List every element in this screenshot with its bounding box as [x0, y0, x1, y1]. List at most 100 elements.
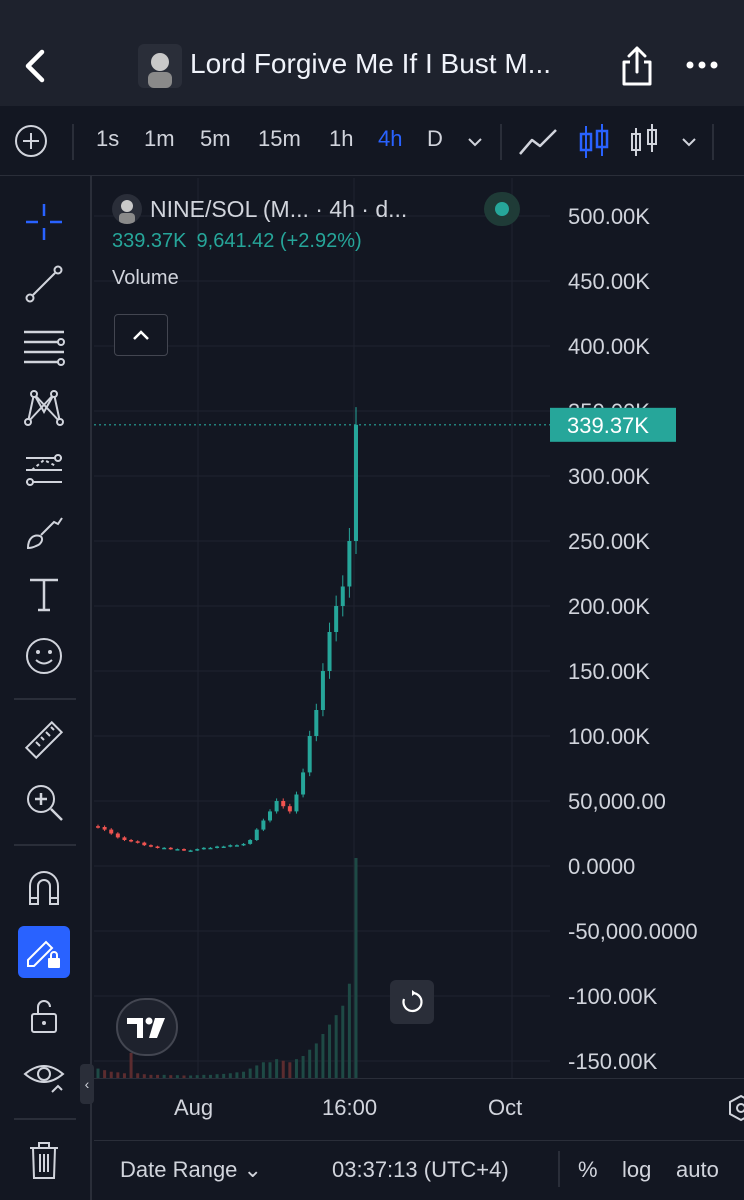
- interval-15m[interactable]: 15m: [258, 126, 301, 151]
- volume-bar: [96, 1068, 100, 1078]
- candle-body: [354, 424, 358, 541]
- candle-body: [155, 846, 160, 848]
- candle-body: [228, 845, 233, 847]
- bottom-bar: Date Range ⌄ 03:37:13 (UTC+4) % log auto: [94, 1140, 744, 1200]
- settings-hexagon-icon[interactable]: [726, 1093, 744, 1123]
- date-range-button[interactable]: Date Range ⌄: [120, 1157, 262, 1182]
- chevron-down-icon[interactable]: [674, 122, 704, 162]
- unlock-icon[interactable]: [18, 990, 70, 1042]
- interval-1s[interactable]: 1s: [96, 126, 120, 151]
- volume-bar: [129, 1052, 133, 1078]
- y-tick-label: 100.00K: [568, 724, 650, 749]
- candle-body: [142, 842, 147, 846]
- volume-bar: [202, 1074, 206, 1078]
- share-icon[interactable]: [618, 44, 656, 88]
- candle-body: [188, 850, 193, 852]
- volume-bar: [156, 1074, 160, 1078]
- interval-4h[interactable]: 4h: [378, 126, 403, 151]
- more-dots-icon[interactable]: [684, 52, 720, 78]
- prediction-icon[interactable]: [18, 444, 70, 496]
- last-price-badge: [550, 407, 676, 442]
- volume-bar: [116, 1072, 120, 1078]
- tradingview-logo[interactable]: [116, 998, 178, 1056]
- volume-bar: [268, 1062, 272, 1078]
- chevron-left-icon[interactable]: [18, 44, 52, 88]
- y-tick-label: 250.00K: [568, 529, 650, 554]
- chart-legend: NINE/SOL (M... · 4h · d... 339.37K 9,641.…: [112, 192, 542, 290]
- lock-drawings-icon[interactable]: [18, 926, 70, 978]
- auto-scale-toggle[interactable]: auto: [676, 1157, 719, 1182]
- candle-body: [248, 840, 253, 844]
- volume-bar: [341, 1005, 345, 1078]
- drawing-toolbar: [0, 176, 92, 1200]
- brush-icon[interactable]: [18, 506, 70, 558]
- timezone-clock[interactable]: 03:37:13 (UTC+4): [332, 1157, 509, 1182]
- last-price: 339.37K: [112, 230, 187, 252]
- crosshair-icon[interactable]: [18, 196, 70, 248]
- text-tool-icon[interactable]: [18, 568, 70, 620]
- fib-retracement-icon[interactable]: [18, 320, 70, 372]
- volume-label: Volume: [112, 267, 179, 289]
- log-scale-toggle[interactable]: log: [622, 1157, 652, 1182]
- candle-body: [320, 671, 325, 710]
- interval-1m[interactable]: 1m: [144, 126, 175, 151]
- reset-chart-button[interactable]: [390, 980, 434, 1024]
- trend-line-icon[interactable]: [18, 258, 70, 310]
- symbol-label[interactable]: NINE/SOL (M... · 4h · d...: [150, 195, 408, 222]
- volume-bar: [301, 1056, 305, 1078]
- volume-bar: [294, 1059, 298, 1078]
- sidebar-divider: [14, 844, 76, 846]
- candle-body: [215, 846, 220, 848]
- volume-bar: [222, 1073, 226, 1078]
- collapse-sidebar-tab[interactable]: ‹: [80, 1064, 94, 1104]
- candle-body: [102, 827, 107, 830]
- volume-bar: [255, 1065, 259, 1078]
- interval-5m[interactable]: 5m: [200, 126, 231, 151]
- page-title: Lord Forgive Me If I Bust M...: [190, 48, 552, 79]
- eye-icon[interactable]: [18, 1050, 70, 1102]
- magnet-icon[interactable]: [18, 862, 70, 914]
- time-axis[interactable]: Aug 16:00 Oct: [94, 1078, 744, 1140]
- candle-body: [281, 801, 286, 807]
- add-symbol-icon[interactable]: [14, 124, 48, 158]
- candle-body: [274, 801, 279, 812]
- percent-scale-toggle[interactable]: %: [578, 1157, 598, 1182]
- y-tick-label: 150.00K: [568, 659, 650, 684]
- bars-icon[interactable]: [626, 122, 666, 162]
- y-tick-label: -100.00K: [568, 984, 658, 1009]
- candle-body: [314, 710, 319, 736]
- line-chart-icon[interactable]: [516, 122, 560, 162]
- ruler-icon[interactable]: [18, 714, 70, 766]
- volume-bar: [228, 1073, 232, 1078]
- volume-bar: [334, 1015, 338, 1078]
- token-avatar: [112, 194, 142, 224]
- candle-body: [148, 845, 153, 847]
- candles-icon[interactable]: [574, 122, 614, 162]
- chevron-down-icon[interactable]: [458, 122, 492, 162]
- volume-bar: [354, 858, 358, 1078]
- interval-1d[interactable]: D: [427, 126, 443, 151]
- volume-bar: [235, 1072, 239, 1078]
- volume-bar: [281, 1060, 285, 1078]
- candle-body: [301, 772, 306, 795]
- volume-bar: [195, 1075, 199, 1078]
- candle-body: [182, 849, 186, 851]
- volume-bar: [142, 1074, 146, 1078]
- emoji-icon[interactable]: [18, 630, 70, 682]
- volume-bar: [208, 1074, 212, 1078]
- zoom-in-icon[interactable]: [18, 776, 70, 828]
- price-chart: 500.00K450.00K400.00K350.00K300.00K250.0…: [94, 178, 698, 1078]
- y-tick-label: 300.00K: [568, 464, 650, 489]
- candle-body: [162, 847, 167, 850]
- sidebar-divider: [14, 1118, 76, 1120]
- interval-1h[interactable]: 1h: [329, 126, 354, 151]
- trash-icon[interactable]: [18, 1134, 70, 1186]
- volume-bar: [347, 983, 351, 1078]
- last-price-badge-label: 339.37K: [567, 413, 649, 438]
- price-change: 9,641.42 (+2.92%): [196, 230, 362, 252]
- chart-area[interactable]: 500.00K450.00K400.00K350.00K300.00K250.0…: [94, 178, 744, 1078]
- toolbar-divider: [712, 124, 714, 160]
- collapse-legend-button[interactable]: [114, 314, 168, 356]
- volume-bar: [169, 1075, 173, 1078]
- pattern-icon[interactable]: [18, 382, 70, 434]
